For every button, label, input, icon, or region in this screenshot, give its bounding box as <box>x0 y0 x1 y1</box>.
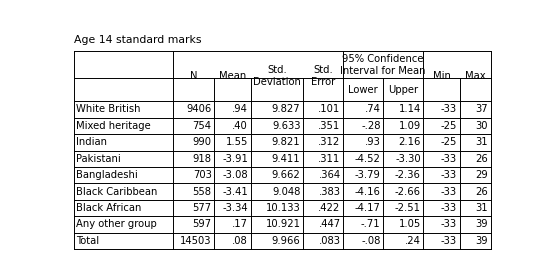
Text: Max: Max <box>465 71 486 81</box>
Text: -.08: -.08 <box>361 236 381 246</box>
Text: -33: -33 <box>441 219 457 229</box>
Text: -4.16: -4.16 <box>355 187 381 197</box>
Text: -3.91: -3.91 <box>222 154 248 164</box>
Text: -3.30: -3.30 <box>395 154 421 164</box>
Text: .17: .17 <box>232 219 248 229</box>
Text: Std.
Error: Std. Error <box>311 65 335 87</box>
Text: Pakistani: Pakistani <box>76 154 121 164</box>
Text: 918: 918 <box>193 154 212 164</box>
Text: Age 14 standard marks: Age 14 standard marks <box>73 35 201 45</box>
Text: .94: .94 <box>232 105 248 114</box>
Text: -.28: -.28 <box>361 121 381 131</box>
Text: -33: -33 <box>441 154 457 164</box>
Text: 577: 577 <box>192 203 212 213</box>
Text: -33: -33 <box>441 105 457 114</box>
Text: Black Caribbean: Black Caribbean <box>76 187 157 197</box>
Text: 9.633: 9.633 <box>272 121 300 131</box>
Text: Lower: Lower <box>349 85 378 95</box>
Text: .40: .40 <box>232 121 248 131</box>
Text: .74: .74 <box>365 105 381 114</box>
Text: 597: 597 <box>192 219 212 229</box>
Text: .312: .312 <box>318 137 340 147</box>
Text: -3.34: -3.34 <box>222 203 248 213</box>
Text: Any other group: Any other group <box>76 219 157 229</box>
Text: 9.827: 9.827 <box>272 105 300 114</box>
Text: Total: Total <box>76 236 99 246</box>
Text: 558: 558 <box>193 187 212 197</box>
Text: N: N <box>190 71 197 81</box>
Text: 31: 31 <box>476 137 488 147</box>
Text: 14503: 14503 <box>180 236 212 246</box>
Text: -3.41: -3.41 <box>222 187 248 197</box>
Text: 1.55: 1.55 <box>226 137 248 147</box>
Text: .311: .311 <box>318 154 340 164</box>
Text: -33: -33 <box>441 170 457 180</box>
Text: 703: 703 <box>193 170 212 180</box>
Text: -25: -25 <box>441 121 457 131</box>
Text: 26: 26 <box>475 187 488 197</box>
Text: .93: .93 <box>365 137 381 147</box>
Text: .422: .422 <box>318 203 340 213</box>
Text: -4.17: -4.17 <box>355 203 381 213</box>
Text: -4.52: -4.52 <box>355 154 381 164</box>
Text: -2.36: -2.36 <box>395 170 421 180</box>
Text: Std.
Deviation: Std. Deviation <box>253 65 301 87</box>
Text: 10.133: 10.133 <box>266 203 300 213</box>
Text: Mean: Mean <box>219 71 246 81</box>
Text: Black African: Black African <box>76 203 141 213</box>
Text: .383: .383 <box>318 187 340 197</box>
Text: 9.662: 9.662 <box>272 170 300 180</box>
Text: Upper: Upper <box>388 85 418 95</box>
Text: 1.05: 1.05 <box>398 219 421 229</box>
Text: 26: 26 <box>475 154 488 164</box>
Text: 39: 39 <box>476 219 488 229</box>
Text: Min: Min <box>432 71 450 81</box>
Text: 30: 30 <box>476 121 488 131</box>
Text: 9406: 9406 <box>186 105 212 114</box>
Text: 9.821: 9.821 <box>272 137 300 147</box>
Text: 10.921: 10.921 <box>265 219 300 229</box>
Text: 9.966: 9.966 <box>272 236 300 246</box>
Text: -3.79: -3.79 <box>355 170 381 180</box>
Text: .083: .083 <box>318 236 340 246</box>
Text: 31: 31 <box>476 203 488 213</box>
Text: 9.048: 9.048 <box>272 187 300 197</box>
Text: .24: .24 <box>405 236 421 246</box>
Text: 37: 37 <box>476 105 488 114</box>
Text: 990: 990 <box>193 137 212 147</box>
Text: 29: 29 <box>475 170 488 180</box>
Text: -2.51: -2.51 <box>395 203 421 213</box>
Text: -33: -33 <box>441 236 457 246</box>
Text: .447: .447 <box>318 219 340 229</box>
Text: Bangladeshi: Bangladeshi <box>76 170 138 180</box>
Text: 2.16: 2.16 <box>398 137 421 147</box>
Text: 1.09: 1.09 <box>398 121 421 131</box>
Text: White British: White British <box>76 105 141 114</box>
Text: Mixed heritage: Mixed heritage <box>76 121 151 131</box>
Text: 1.14: 1.14 <box>398 105 421 114</box>
Text: -.71: -.71 <box>361 219 381 229</box>
Text: 39: 39 <box>476 236 488 246</box>
Text: 95% Confidence
Interval for Mean: 95% Confidence Interval for Mean <box>340 54 426 76</box>
Text: .351: .351 <box>318 121 340 131</box>
Text: -33: -33 <box>441 203 457 213</box>
Text: -25: -25 <box>441 137 457 147</box>
Text: .364: .364 <box>318 170 340 180</box>
Text: 9.411: 9.411 <box>272 154 300 164</box>
Text: -3.08: -3.08 <box>222 170 248 180</box>
Text: Indian: Indian <box>76 137 107 147</box>
Text: 754: 754 <box>193 121 212 131</box>
Text: -2.66: -2.66 <box>395 187 421 197</box>
Text: .101: .101 <box>318 105 340 114</box>
Text: .08: .08 <box>232 236 248 246</box>
Text: -33: -33 <box>441 187 457 197</box>
